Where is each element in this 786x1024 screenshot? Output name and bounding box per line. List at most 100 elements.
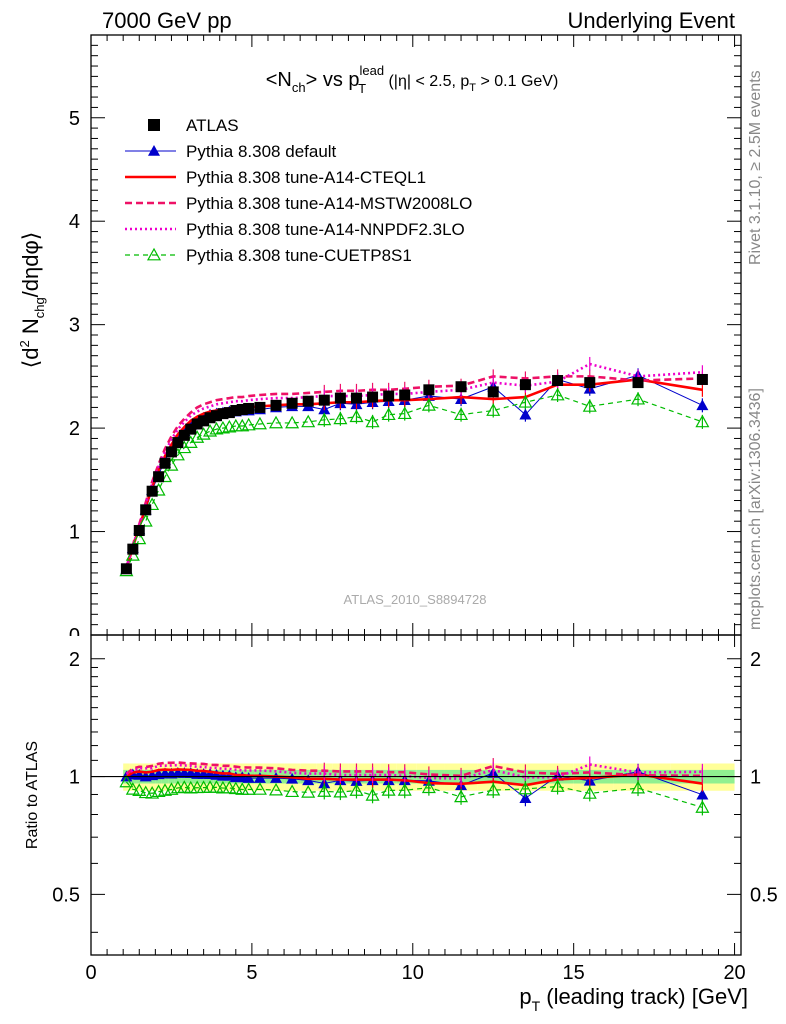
atlas-point bbox=[178, 429, 190, 441]
rivet-label: Rivet 3.1.10, ≥ 2.5M events bbox=[747, 70, 764, 265]
point-cuetp8s1 bbox=[252, 416, 267, 430]
legend-label-atlas: ATLAS bbox=[186, 116, 239, 135]
atlas-point bbox=[146, 485, 158, 497]
series-line-mstw-ratio bbox=[125, 761, 703, 778]
y-tick-label: 5 bbox=[69, 108, 80, 130]
point-cuetp8s1-ratio bbox=[241, 782, 256, 795]
watermark: ATLAS_2010_S8894728 bbox=[344, 592, 487, 607]
series-line-cuetp8s1 bbox=[125, 394, 703, 572]
legend-marker-atlas bbox=[148, 119, 160, 131]
legend-marker-default bbox=[148, 145, 160, 156]
point-cuetp8s1-ratio bbox=[285, 784, 300, 798]
ratio-tick-label: 0.5 bbox=[52, 884, 80, 906]
legend-label-default: Pythia 8.308 default bbox=[186, 142, 337, 161]
point-cuetp8s1 bbox=[138, 513, 153, 527]
atlas-data bbox=[91, 373, 741, 778]
point-cuetp8s1 bbox=[241, 417, 256, 431]
atlas-point bbox=[632, 377, 644, 389]
mcplots-label: mcplots.cern.ch [arXiv:1306.3436] bbox=[747, 388, 764, 630]
x-tick-label: 10 bbox=[402, 962, 424, 984]
atlas-point bbox=[210, 410, 222, 422]
y-tick-label: 2 bbox=[69, 418, 80, 440]
atlas-point bbox=[243, 402, 255, 414]
header-left: 7000 GeV pp bbox=[102, 8, 232, 33]
atlas-point bbox=[334, 392, 346, 404]
atlas-point bbox=[230, 405, 242, 417]
title-b: > vs p bbox=[306, 69, 360, 91]
title-a-sub: ch bbox=[292, 80, 306, 95]
point-cuetp8s1 bbox=[125, 548, 140, 561]
series-mstw bbox=[125, 369, 703, 784]
atlas-point bbox=[133, 525, 145, 537]
atlas-point bbox=[236, 403, 248, 415]
legend-label-nnpdf: Pythia 8.308 tune-A14-NNPDF2.3LO bbox=[186, 220, 465, 239]
point-cuetp8s1-ratio bbox=[209, 780, 224, 793]
ratio-tick-label: 2 bbox=[69, 649, 80, 671]
atlas-point bbox=[584, 377, 596, 389]
atlas-point bbox=[127, 543, 139, 555]
legend-entry-default: Pythia 8.308 default bbox=[125, 142, 337, 161]
series-line-cteql1-ratio bbox=[125, 768, 703, 787]
atlas-point bbox=[191, 418, 203, 430]
point-cuetp8s1-ratio bbox=[301, 785, 316, 798]
atlas-point bbox=[350, 392, 362, 404]
point-cuetp8s1-ratio bbox=[132, 783, 147, 796]
atlas-point bbox=[185, 423, 197, 435]
legend-entry-nnpdf: Pythia 8.308 tune-A14-NNPDF2.3LO bbox=[125, 220, 465, 239]
point-cuetp8s1 bbox=[203, 423, 218, 437]
legend-entry-mstw: Pythia 8.308 tune-A14-MSTW2008LO bbox=[125, 194, 472, 213]
x-tick-label: 0 bbox=[85, 962, 96, 984]
chart-title: <Nch> vs plead T (|η| < 2.5, pT > 0.1 GeV… bbox=[266, 63, 559, 96]
ratio-tick-label-right: 2 bbox=[750, 649, 761, 671]
xlabel: pT (leading track) [GeV] bbox=[519, 984, 748, 1014]
point-cuetp8s1-ratio bbox=[119, 774, 134, 788]
xlabel-a-sub: T bbox=[532, 998, 541, 1014]
atlas-point bbox=[198, 415, 210, 427]
atlas-point bbox=[696, 373, 708, 385]
ratio-tick-label-right: 0.5 bbox=[750, 884, 778, 906]
xlabel-a: p bbox=[519, 984, 531, 1009]
title-b-sub: T bbox=[358, 81, 366, 96]
atlas-point bbox=[302, 395, 314, 407]
point-cuetp8s1-ratio bbox=[228, 781, 243, 795]
atlas-point bbox=[140, 504, 152, 516]
atlas-point bbox=[270, 399, 282, 411]
series-default bbox=[120, 368, 709, 807]
atlas-point bbox=[487, 386, 499, 398]
main-ylabel: ⟨d2 Nchg/dηdφ⟩ bbox=[17, 232, 47, 369]
atlas-point bbox=[223, 407, 235, 419]
atlas-point bbox=[204, 412, 216, 424]
atlas-point bbox=[367, 391, 379, 403]
series-line-nnpdf bbox=[125, 362, 703, 569]
ylabel-c: /dηdφ⟩ bbox=[18, 232, 43, 298]
header-right: Underlying Event bbox=[567, 8, 735, 33]
x-tick-label: 20 bbox=[723, 962, 745, 984]
atlas-point bbox=[423, 384, 435, 396]
point-cuetp8s1 bbox=[301, 414, 316, 428]
atlas-point bbox=[286, 397, 298, 409]
legend-label-cuetp8s1: Pythia 8.308 tune-CUETP8S1 bbox=[186, 246, 412, 265]
ratio-frame bbox=[90, 634, 742, 956]
point-cuetp8s1 bbox=[269, 415, 284, 429]
atlas-point bbox=[455, 381, 467, 393]
atlas-point bbox=[399, 389, 411, 401]
ratio-ylabel: Ratio to ATLAS bbox=[24, 741, 41, 849]
ylabel-b: N bbox=[18, 318, 43, 340]
ratio-tick-label-right: 1 bbox=[750, 767, 761, 789]
legend-label-mstw: Pythia 8.308 tune-A14-MSTW2008LO bbox=[186, 194, 472, 213]
series-line-cteql1 bbox=[125, 378, 703, 570]
point-cuetp8s1-ratio bbox=[125, 782, 140, 795]
title-d: > 0.1 GeV) bbox=[476, 73, 558, 90]
ylabel-a: ⟨d bbox=[18, 348, 43, 369]
atlas-point bbox=[383, 390, 395, 402]
atlas-point bbox=[519, 379, 531, 391]
atlas-point bbox=[153, 471, 165, 483]
x-tick-label: 5 bbox=[246, 962, 257, 984]
point-cuetp8s1-ratio bbox=[222, 780, 237, 794]
point-cuetp8s1 bbox=[285, 415, 300, 429]
point-cuetp8s1 bbox=[196, 427, 211, 440]
xlabel-b: (leading track) [GeV] bbox=[540, 984, 748, 1009]
point-cuetp8s1 bbox=[132, 531, 147, 545]
point-cuetp8s1-ratio bbox=[177, 780, 192, 793]
